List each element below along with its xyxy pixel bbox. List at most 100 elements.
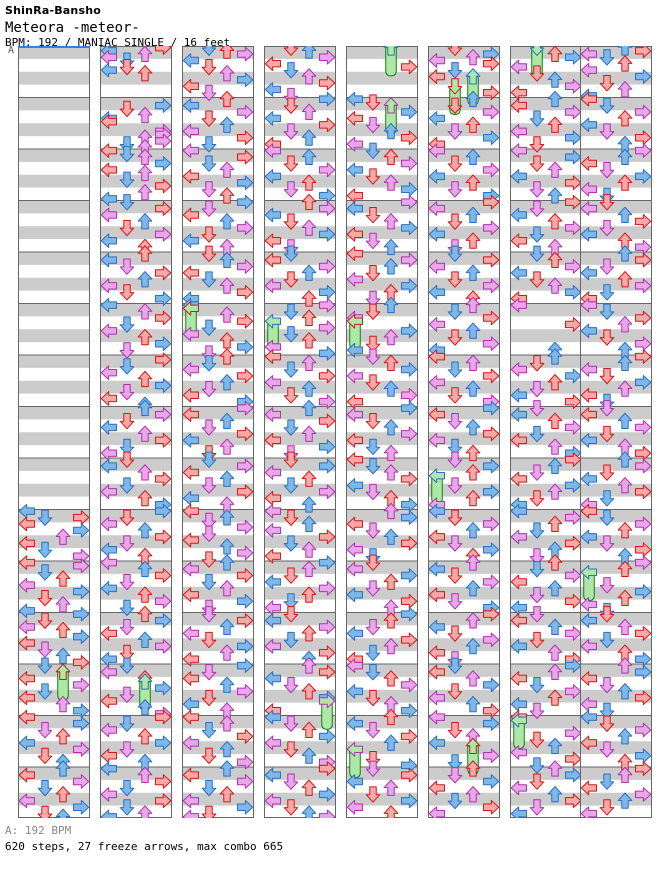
note-arrow (383, 779, 399, 796)
note-arrow (428, 201, 445, 216)
note-arrow (401, 703, 418, 718)
note-arrow (137, 586, 153, 603)
note-arrow (547, 580, 563, 597)
note-arrow (565, 478, 582, 493)
note-arrow (319, 439, 336, 455)
note-arrow (346, 716, 363, 731)
note-arrow (100, 626, 117, 641)
note-arrow (617, 46, 633, 56)
note-arrow (201, 664, 217, 681)
note-arrow (383, 122, 399, 140)
note-arrow (428, 780, 445, 796)
note-arrow (100, 323, 117, 339)
note-arrow (283, 46, 299, 56)
note-arrow (635, 252, 652, 268)
note-arrow (119, 100, 135, 118)
note-arrow (365, 168, 381, 185)
note-arrow (301, 219, 317, 236)
note-arrow (580, 91, 597, 107)
note-arrow (264, 793, 281, 809)
note-arrow (428, 349, 445, 364)
note-arrow (219, 644, 235, 661)
note-arrow (599, 303, 615, 320)
note-arrow (283, 245, 299, 262)
note-arrow (401, 156, 418, 171)
note-arrow (383, 734, 399, 751)
note-arrow (18, 516, 35, 532)
note-arrow (529, 548, 545, 565)
note-arrow (401, 59, 418, 75)
note-arrow (580, 117, 597, 133)
note-arrow (37, 541, 53, 559)
note-arrow (465, 670, 481, 687)
note-arrow (264, 638, 281, 654)
note-arrow (119, 779, 135, 797)
note-arrow (219, 438, 235, 455)
note-arrow (547, 554, 563, 571)
note-arrow (547, 618, 563, 635)
note-arrow (301, 425, 317, 442)
note-arrow (599, 49, 615, 66)
note-arrow (137, 271, 153, 288)
note-arrow (383, 328, 399, 346)
note-arrow (510, 59, 527, 75)
note-arrow (465, 206, 481, 223)
note-arrow (365, 580, 381, 597)
note-arrow (264, 465, 281, 480)
note-arrow (547, 161, 563, 178)
note-arrow (428, 169, 445, 184)
note-arrow (155, 735, 172, 751)
note-arrow (219, 715, 235, 732)
note-arrow (182, 651, 199, 667)
note-arrow (283, 631, 299, 649)
note-arrow (465, 232, 481, 249)
note-arrow (447, 271, 463, 288)
note-arrow (182, 561, 199, 577)
note-arrow (319, 787, 336, 802)
note-arrow (580, 46, 597, 62)
note-arrow (580, 806, 597, 818)
note-arrow (529, 245, 545, 262)
note-arrow (201, 181, 217, 198)
note-arrow (219, 46, 235, 59)
note-arrow (264, 671, 281, 686)
note-arrow (617, 657, 633, 674)
note-arrow (580, 407, 597, 422)
note-arrow (119, 413, 135, 430)
note-arrow (283, 451, 299, 468)
note-arrow (301, 103, 317, 120)
note-arrow (301, 264, 317, 281)
note-arrow (447, 767, 463, 784)
note-arrow (547, 213, 563, 230)
note-arrow (137, 370, 153, 388)
note-arrow (346, 342, 363, 358)
note-arrow (55, 621, 71, 639)
note-arrow (635, 787, 652, 802)
note-arrow (447, 413, 463, 430)
note-arrow (483, 104, 500, 120)
note-arrow (529, 702, 545, 719)
note-arrow (565, 194, 582, 210)
note-arrow (483, 400, 500, 416)
note-arrow (182, 53, 199, 68)
note-arrow (447, 46, 463, 56)
note-arrow (483, 220, 500, 236)
note-arrow (510, 780, 527, 796)
note-arrow (529, 425, 545, 443)
note-arrow (264, 735, 281, 751)
note-arrow (580, 597, 597, 612)
note-arrow (319, 664, 336, 680)
note-arrow (383, 805, 399, 818)
note-arrow (529, 155, 545, 172)
note-arrow (510, 613, 527, 628)
note-arrow (599, 464, 615, 481)
note-arrow (635, 722, 652, 738)
note-arrow (635, 484, 652, 500)
note-arrow (447, 625, 463, 642)
note-arrow (18, 535, 35, 551)
note-arrow (599, 535, 615, 552)
note-arrow (319, 581, 336, 596)
note-arrow (599, 490, 615, 507)
note-arrow (155, 201, 172, 216)
note-arrow (100, 664, 117, 680)
